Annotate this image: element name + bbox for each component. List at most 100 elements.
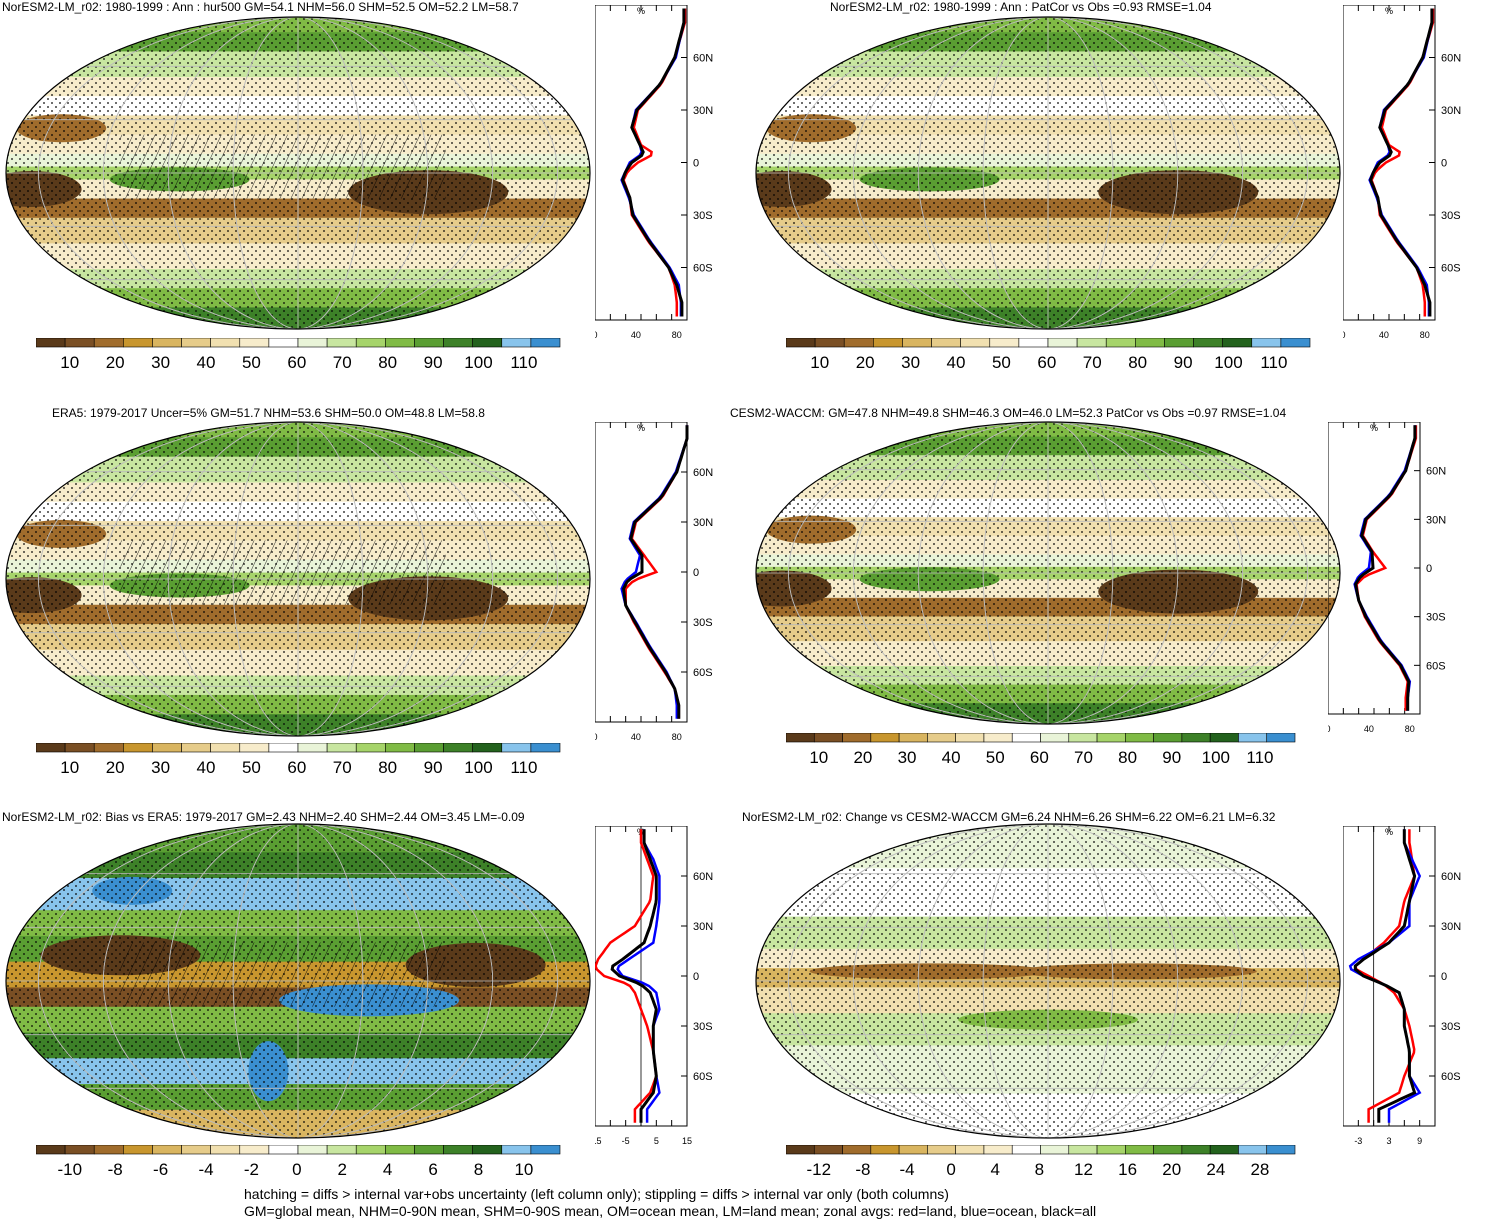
- global-map: [752, 820, 1344, 1142]
- colorbar-label: 40: [197, 353, 216, 372]
- latitude-label: 0: [1441, 158, 1447, 170]
- colorbar-label: 12: [1074, 1160, 1093, 1179]
- colorbar-swatch: [1019, 338, 1048, 347]
- latitude-label: 0: [693, 158, 699, 170]
- zonal-x-tick-label: -3: [1354, 1136, 1362, 1146]
- colorbar-label: 50: [986, 748, 1005, 767]
- colorbar-label: 40: [197, 758, 216, 777]
- colorbar-label: 60: [1030, 748, 1049, 767]
- colorbar-swatch: [1048, 338, 1077, 347]
- colorbar-label: 30: [151, 353, 170, 372]
- colorbar-label: 110: [510, 758, 537, 777]
- latitude-label: 60N: [693, 871, 713, 883]
- colorbar-swatch: [531, 338, 560, 347]
- zonal-mean-plot: %0408060N30N030S60S: [595, 422, 737, 752]
- colorbar-swatch: [786, 1145, 814, 1154]
- latitude-label: 60S: [1441, 1071, 1461, 1083]
- latitude-label: 0: [693, 971, 699, 983]
- colorbar-swatch: [298, 338, 327, 347]
- colorbar-label: 70: [1083, 353, 1102, 372]
- colorbar-swatch: [240, 338, 269, 347]
- colorbar-swatch: [65, 338, 94, 347]
- colorbar-swatch: [1106, 338, 1135, 347]
- colorbar-swatch: [899, 1145, 927, 1154]
- zonal-mean-plot: %0408060N30N030S60S: [1343, 5, 1485, 350]
- colorbar-label: 50: [242, 353, 261, 372]
- colorbar-swatch: [123, 338, 152, 347]
- colorbar-swatch: [1012, 733, 1040, 742]
- colorbar-label: 4: [383, 1160, 392, 1179]
- colorbar-swatch: [1077, 338, 1106, 347]
- colorbar-swatch: [327, 1145, 356, 1154]
- zonal-mean-plot: %0408060N30N030S60S: [1328, 422, 1470, 744]
- colorbar-label: -12: [807, 1160, 832, 1179]
- colorbar-swatch: [473, 743, 502, 752]
- colorbar-swatch: [182, 1145, 211, 1154]
- colorbar-swatch: [814, 1145, 842, 1154]
- global-map: [2, 13, 594, 333]
- zonal-x-tick-label: 40: [631, 732, 641, 742]
- latitude-label: 30S: [693, 1021, 713, 1033]
- colorbar-swatch: [356, 338, 385, 347]
- colorbar-swatch: [1281, 338, 1310, 347]
- colorbar-label: 90: [424, 353, 443, 372]
- colorbar-label: 10: [809, 748, 828, 767]
- colorbar-label: 20: [856, 353, 875, 372]
- latitude-label: 60S: [693, 1071, 713, 1083]
- colorbar-swatch: [1223, 338, 1252, 347]
- panel-title: NorESM2-LM_r02: 1980-1999 : Ann : hur500…: [2, 0, 519, 14]
- colorbar-label: 70: [333, 758, 352, 777]
- colorbar-swatch: [211, 1145, 240, 1154]
- zonal-series-all: [612, 829, 656, 1122]
- footer-line-1: hatching = diffs > internal var+obs unce…: [244, 1186, 949, 1202]
- colorbar-swatch: [1041, 733, 1069, 742]
- latitude-label: 30N: [1426, 514, 1446, 526]
- colorbar-swatch: [815, 338, 844, 347]
- colorbar-label: 60: [287, 758, 306, 777]
- colorbar-label: 110: [1260, 353, 1287, 372]
- colorbar-swatch: [1125, 733, 1153, 742]
- colorbar-label: 20: [106, 758, 125, 777]
- colorbar-label: 10: [60, 353, 79, 372]
- colorbar-swatch: [240, 1145, 269, 1154]
- zonal-series-all: [1371, 9, 1432, 317]
- global-map: [2, 820, 594, 1142]
- colorbar-swatch: [961, 338, 990, 347]
- zonal-series-all: [623, 9, 684, 317]
- zonal-x-tick-label: -15: [595, 1136, 602, 1146]
- colorbar-label: 10: [810, 353, 829, 372]
- colorbar-swatch: [94, 338, 123, 347]
- colorbar-swatch: [444, 743, 473, 752]
- colorbar-swatch: [385, 338, 414, 347]
- colorbar-swatch: [36, 743, 65, 752]
- colorbar-swatch: [502, 743, 531, 752]
- colorbar-label: 110: [510, 353, 537, 372]
- colorbar-label: 20: [853, 748, 872, 767]
- colorbar-swatch: [1210, 1145, 1238, 1154]
- colorbar-swatch: [1012, 1145, 1040, 1154]
- colorbar-swatch: [531, 743, 560, 752]
- colorbar-label: -10: [57, 1160, 82, 1179]
- colorbar-label: 30: [898, 748, 917, 767]
- colorbar-swatch: [844, 338, 873, 347]
- zonal-x-tick-label: 80: [672, 330, 682, 340]
- colorbar-label: 0: [946, 1160, 955, 1179]
- zonal-x-tick-label: 15: [682, 1136, 692, 1146]
- colorbar-swatch: [94, 743, 123, 752]
- colorbar-label: -8: [855, 1160, 870, 1179]
- colorbar-swatch: [502, 1145, 531, 1154]
- colorbar-label: 90: [1162, 748, 1181, 767]
- latitude-label: 60S: [693, 263, 713, 275]
- colorbar-swatch: [1182, 1145, 1210, 1154]
- zonal-mean-plot: %0408060N30N030S60S: [595, 5, 737, 350]
- colorbar-label: 80: [1118, 748, 1137, 767]
- latitude-label: 60N: [693, 53, 713, 65]
- colorbar-label: 20: [106, 353, 125, 372]
- zonal-x-tick-label: 80: [1405, 724, 1415, 734]
- colorbar-label: 2: [338, 1160, 347, 1179]
- colorbar-swatch: [927, 733, 955, 742]
- latitude-label: 30S: [1441, 1021, 1461, 1033]
- colorbar-label: -4: [198, 1160, 213, 1179]
- colorbar-swatch: [269, 743, 298, 752]
